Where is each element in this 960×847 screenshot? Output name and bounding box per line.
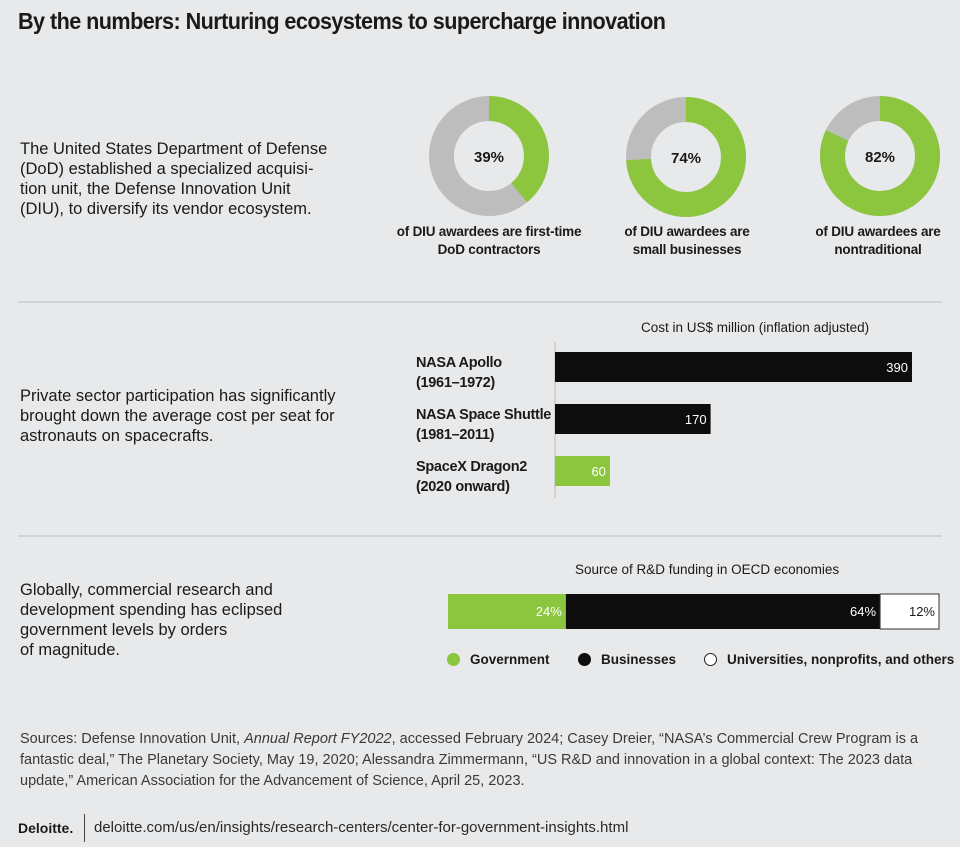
donut-caption-small-business: of DIU awardees are small businesses: [582, 223, 792, 259]
space-text-line: Private sector participation has signifi…: [20, 387, 336, 405]
cost-chart-title: Cost in US$ million (inflation adjusted): [641, 320, 870, 335]
bar-label-shuttle: NASA Space Shuttle (1981–2011): [416, 405, 551, 445]
footer-url[interactable]: deloitte.com/us/en/insights/research-cen…: [94, 819, 629, 836]
donut-percent-label: 82%: [865, 149, 895, 166]
diu-text-line: tion unit, the Defense Innovation Unit: [20, 180, 291, 198]
section-divider: [18, 301, 942, 303]
rnd-text-line: development spending has eclipsed: [20, 601, 283, 619]
legend-universities: Universities, nonprofits, and others: [704, 652, 954, 667]
donut-caption-line: of DIU awardees are first-time: [396, 224, 582, 239]
legend-dot-white-icon: [704, 653, 717, 666]
deloitte-logo: Deloitte.: [18, 820, 74, 836]
diu-text-line: (DIU), to diversify its vendor ecosystem…: [20, 200, 312, 218]
sources-note: Sources: Defense Innovation Unit, Annual…: [20, 729, 950, 792]
bar-label-period: (1981–2011): [416, 427, 495, 443]
donut-percent-label: 39%: [474, 149, 504, 166]
cost-bar: [555, 352, 912, 382]
page-title: By the numbers: Nurturing ecosystems to …: [18, 8, 666, 34]
legend-label: Businesses: [601, 652, 677, 667]
rnd-text-line: Globally, commercial research and: [20, 581, 273, 599]
rnd-description: Globally, commercial research and develo…: [20, 580, 282, 660]
diu-text-line: The United States Department of Defense: [20, 140, 328, 158]
donut-charts: 39% 74% 82%: [429, 96, 940, 217]
donut-value-arc: [820, 96, 940, 216]
donut-caption-line: nontraditional: [834, 242, 922, 257]
diu-text-line: (DoD) established a specialized acquisi-: [20, 160, 314, 178]
cost-bar-value-label: 170: [685, 412, 707, 427]
rnd-segment-label: 64%: [850, 604, 876, 619]
legend-label: Government: [470, 652, 550, 667]
rnd-segment-label: 24%: [536, 604, 562, 619]
legend-dot-green-icon: [447, 653, 460, 666]
donut-caption-nontraditional: of DIU awardees are nontraditional: [773, 223, 960, 259]
legend-businesses: Businesses: [578, 652, 676, 667]
section-divider: [18, 535, 942, 537]
rnd-segment-label: 12%: [909, 604, 935, 619]
bar-label-apollo: NASA Apollo (1961–1972): [416, 353, 502, 393]
rnd-segment: [565, 594, 881, 629]
bar-label-name: NASA Space Shuttle: [416, 407, 552, 423]
rnd-text-line: of magnitude.: [20, 641, 120, 659]
donut-caption-line: of DIU awardees are: [624, 224, 750, 239]
footer-divider: [84, 814, 85, 842]
space-description: Private sector participation has signifi…: [20, 386, 335, 446]
donut-caption-line: of DIU awardees are: [815, 224, 941, 239]
cost-bar-value-label: 60: [591, 464, 605, 479]
rnd-stacked-bar: 24% 64% 12%: [448, 593, 940, 630]
legend-label: Universities, nonprofits, and others: [727, 652, 955, 667]
bar-label-period: (1961–1972): [416, 375, 495, 391]
legend-government: Government: [447, 652, 550, 667]
donut-value-arc: [429, 96, 549, 216]
sources-italic-title: Annual Report FY2022: [244, 731, 392, 747]
rnd-segment: [448, 594, 566, 629]
legend-dot-black-icon: [578, 653, 591, 666]
bar-label-dragon: SpaceX Dragon2 (2020 onward): [416, 457, 527, 497]
donut-caption-line: DoD contractors: [437, 242, 541, 257]
cost-bar-value-label: 390: [886, 360, 908, 375]
donut-value-arc: [626, 97, 746, 217]
space-text-line: astronauts on spacecrafts.: [20, 427, 214, 445]
bar-label-name: NASA Apollo: [416, 355, 502, 371]
donut-percent-label: 74%: [671, 150, 701, 167]
space-text-line: brought down the average cost per seat f…: [20, 407, 335, 425]
diu-description: The United States Department of Defense …: [20, 139, 327, 219]
sources-text: Sources: Defense Innovation Unit,: [20, 731, 245, 747]
sources-text: , accessed February 2024; Casey Dreier, …: [20, 731, 919, 789]
rnd-chart-title: Source of R&D funding in OECD economies: [575, 562, 840, 577]
rnd-segment: [879, 593, 940, 630]
cost-bar: [555, 456, 610, 486]
cost-bar: [555, 404, 711, 434]
donut-caption-line: small businesses: [632, 242, 742, 257]
bar-label-period: (2020 onward): [416, 479, 510, 495]
rnd-text-line: government levels by orders: [20, 621, 228, 639]
bar-label-name: SpaceX Dragon2: [416, 459, 528, 475]
donut-caption-first-time: of DIU awardees are first-time DoD contr…: [384, 223, 594, 259]
cost-bar-chart: 390 170 60: [554, 342, 912, 498]
